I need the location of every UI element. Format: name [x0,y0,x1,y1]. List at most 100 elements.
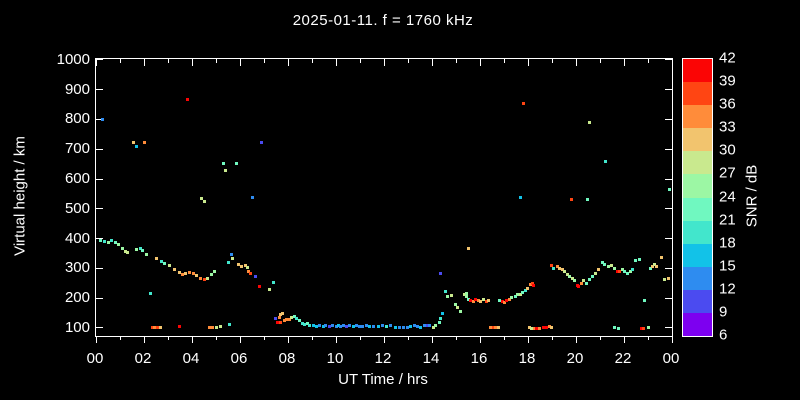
colorbar-tick-label: 18 [719,234,736,252]
y-axis-tick [96,208,103,210]
colorbar-segment [683,151,712,175]
colorbar-tick-label: 12 [719,280,736,298]
data-point [218,324,222,328]
data-point [437,320,441,324]
data-point [552,267,556,271]
data-point [212,269,216,273]
colorbar-segment [683,312,712,337]
data-point [422,324,426,328]
data-point [235,161,239,165]
colorbar-segment [683,59,712,83]
y-tick-label: 500 [64,199,90,217]
y-axis-tick [665,327,672,329]
data-point [663,277,667,281]
data-point [273,317,277,321]
data-point [479,300,483,304]
data-point [555,265,559,269]
x-axis-tick [215,59,217,63]
data-point [542,325,546,329]
colorbar-segment [683,128,712,152]
y-tick-label: 200 [64,289,90,307]
y-axis-tick [96,327,103,329]
data-point [443,289,447,293]
data-point [637,257,641,261]
y-axis-tick [665,297,672,299]
data-point [226,261,230,265]
x-tick-label: 18 [518,350,536,367]
x-axis-tick [455,336,457,340]
x-axis-tick [503,59,505,63]
data-point [587,120,591,124]
x-axis-tick [527,336,529,343]
data-point [569,197,573,201]
x-axis-tick [479,336,481,343]
data-point [651,264,655,268]
data-point [401,326,405,330]
y-axis-tick [665,118,672,120]
colorbar-segment [683,243,712,268]
data-point [154,256,158,260]
data-point [500,300,504,304]
data-point [398,325,402,329]
x-axis-tick [599,336,601,340]
data-point [616,327,620,331]
data-point [518,292,522,296]
data-point [454,302,458,306]
data-point [507,297,511,301]
data-point [172,268,176,272]
data-point [570,277,574,280]
data-point [416,325,420,329]
colorbar-tick-label: 21 [719,211,736,229]
data-point [245,265,249,269]
x-axis-tick [119,336,121,340]
colorbar-segment [683,266,712,291]
data-point [305,321,309,325]
data-point [472,300,476,304]
x-axis-tick [575,336,577,343]
x-axis-tick [623,59,625,66]
data-point [186,97,190,101]
x-axis-tick [239,59,241,66]
colorbar-segment [683,82,712,106]
data-point [206,276,210,280]
plot-area [95,58,673,343]
data-point [167,264,171,268]
data-point [526,286,530,290]
data-point [440,312,444,316]
x-axis-tick [263,59,265,63]
data-point [628,270,632,274]
data-point [339,325,343,329]
data-point [237,263,241,267]
x-axis-tick [95,336,97,343]
data-point [275,320,279,324]
x-tick-label: 08 [278,350,296,367]
data-point [577,285,581,289]
data-point [348,324,352,328]
colorbar-tick-label: 33 [719,118,736,136]
data-point [606,265,610,269]
data-point [617,270,621,274]
data-point [208,326,212,330]
data-point [202,277,206,281]
x-axis-tick [407,59,409,63]
data-point [557,267,561,271]
y-tick-label: 400 [64,229,90,247]
data-point [177,271,181,275]
data-point [344,325,348,329]
data-point [113,240,117,244]
data-point [633,259,637,263]
data-point [295,317,299,321]
data-point [249,272,253,276]
x-axis-tick [551,59,553,63]
data-point [523,288,527,292]
data-point [202,199,206,203]
data-point [547,324,551,328]
colorbar-tick-label: 24 [719,188,736,205]
data-point [100,117,104,121]
x-tick-label: 04 [182,350,200,367]
data-point [456,305,460,309]
x-axis-tick [599,59,601,63]
data-point [272,280,276,284]
x-tick-label: 20 [566,350,584,367]
